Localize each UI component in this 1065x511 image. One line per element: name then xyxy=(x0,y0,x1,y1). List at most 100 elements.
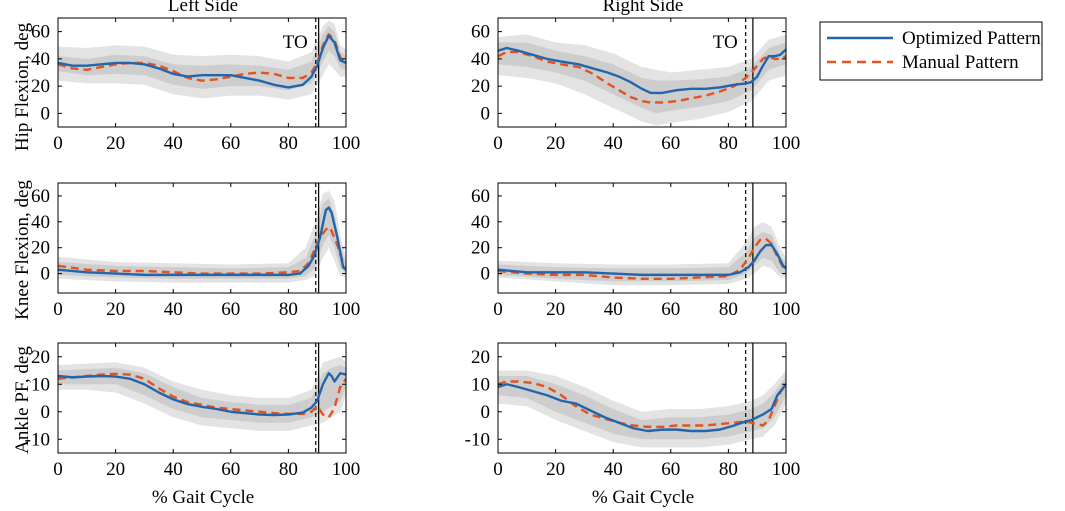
panel-knee-right: 0 20 40 60 80 100 0 20 40 60 xyxy=(471,182,801,320)
x-tick-label: 80 xyxy=(279,299,298,320)
x-tick-label: 20 xyxy=(546,299,565,320)
y-tick-label: 10 xyxy=(471,374,490,395)
x-tick-label: 0 xyxy=(53,299,63,320)
x-tick-label: 40 xyxy=(604,133,623,154)
x-tick-label: 100 xyxy=(332,299,361,320)
ylabel-ankle: Ankle PF, deg xyxy=(12,346,33,454)
y-tick-label: 40 xyxy=(31,212,50,233)
x-tick-label: 100 xyxy=(332,459,361,480)
xlabel-left: % Gait Cycle xyxy=(152,487,254,508)
x-tick-label: 100 xyxy=(332,133,361,154)
y-tick-label: 20 xyxy=(31,76,50,97)
y-tick-label: 0 xyxy=(481,264,491,285)
plot-area xyxy=(58,343,346,453)
x-tick-label: 0 xyxy=(53,133,63,154)
x-tick-label: 60 xyxy=(661,459,680,480)
y-tick-label: -10 xyxy=(465,429,490,450)
series-line-optimized xyxy=(498,243,786,277)
series-line-optimized xyxy=(58,34,346,89)
legend-label-optimized: Optimized Pattern xyxy=(902,28,1041,49)
series-line-optimized xyxy=(58,206,346,277)
x-tick-label: 40 xyxy=(604,299,623,320)
ylabel-hip: Hip Flexion, deg xyxy=(12,22,33,151)
y-tick-label: 0 xyxy=(41,264,51,285)
axes-box xyxy=(57,17,347,128)
variability-band-outer xyxy=(58,356,346,431)
y-tick-label: 20 xyxy=(31,238,50,259)
variability-band-inner xyxy=(498,232,786,282)
xlabel-right: % Gait Cycle xyxy=(592,487,694,508)
plot-area xyxy=(58,18,346,127)
x-tick-label: 40 xyxy=(164,459,183,480)
x-tick-label: 20 xyxy=(106,299,125,320)
y-tick-label: 20 xyxy=(471,76,490,97)
x-tick-label: 60 xyxy=(221,133,240,154)
y-tick-label: 60 xyxy=(31,186,50,207)
plot-area xyxy=(498,343,786,453)
x-tick-label: 40 xyxy=(164,133,183,154)
x-tick-label: 80 xyxy=(279,133,298,154)
axes-box xyxy=(497,182,787,294)
plot-area xyxy=(58,183,346,293)
axes-box xyxy=(57,182,347,294)
x-tick-label: 60 xyxy=(661,299,680,320)
series-line-optimized xyxy=(498,46,786,95)
plot-area xyxy=(498,183,786,293)
toe-off-label: TO xyxy=(713,32,738,53)
toe-off-label: TO xyxy=(283,32,308,53)
axes-box xyxy=(57,342,347,454)
y-tick-label: 20 xyxy=(31,347,50,368)
y-tick-label: 20 xyxy=(471,347,490,368)
column-title-right-side: Right Side xyxy=(603,0,684,16)
x-tick-label: 100 xyxy=(772,133,801,154)
y-tick-label: 40 xyxy=(31,49,50,70)
variability-band-inner xyxy=(498,376,786,440)
panel-hip-right: 0 20 40 60 80 100 0 20 40 60 TO xyxy=(471,17,801,154)
y-tick-label: 60 xyxy=(31,22,50,43)
x-tick-label: 0 xyxy=(493,459,503,480)
variability-band-inner xyxy=(498,42,786,114)
y-tick-label: 0 xyxy=(41,103,51,124)
y-tick-label: 60 xyxy=(471,22,490,43)
x-tick-label: 60 xyxy=(221,459,240,480)
y-tick-label: 40 xyxy=(471,49,490,70)
x-tick-label: 20 xyxy=(546,459,565,480)
y-tick-label: 0 xyxy=(481,103,491,124)
x-tick-label: 100 xyxy=(772,459,801,480)
series-line-manual xyxy=(58,372,346,419)
panel-hip-left: 0 20 40 60 80 100 0 20 40 60 TO xyxy=(31,17,361,154)
x-tick-label: 40 xyxy=(164,299,183,320)
axes-box xyxy=(497,342,787,454)
y-tick-label: 0 xyxy=(41,402,51,423)
x-tick-label: 60 xyxy=(661,133,680,154)
x-tick-label: 100 xyxy=(772,299,801,320)
series-line-optimized xyxy=(498,383,786,433)
ylabel-knee: Knee Flexion, deg xyxy=(12,180,33,320)
x-tick-label: 80 xyxy=(279,459,298,480)
legend: Optimized Pattern Manual Pattern xyxy=(819,21,1043,81)
series-line-manual xyxy=(58,225,346,275)
series-line-manual xyxy=(498,50,786,104)
x-tick-label: 60 xyxy=(221,299,240,320)
legend-label-manual: Manual Pattern xyxy=(902,52,1019,73)
series-line-manual xyxy=(498,380,786,429)
y-tick-label: -10 xyxy=(25,429,50,450)
x-tick-label: 20 xyxy=(546,133,565,154)
axes-box xyxy=(497,17,787,128)
x-tick-label: 80 xyxy=(719,299,738,320)
x-tick-label: 40 xyxy=(604,459,623,480)
series-line-optimized xyxy=(58,372,346,417)
y-tick-label: 20 xyxy=(471,238,490,259)
x-tick-label: 80 xyxy=(719,459,738,480)
x-tick-label: 0 xyxy=(493,133,503,154)
panel-knee-left: 0 20 40 60 80 100 0 20 40 60 xyxy=(31,182,361,320)
x-tick-label: 20 xyxy=(106,133,125,154)
legend-box xyxy=(819,21,1043,81)
y-tick-label: 60 xyxy=(471,186,490,207)
y-tick-label: 40 xyxy=(471,212,490,233)
y-tick-label: 0 xyxy=(481,402,491,423)
